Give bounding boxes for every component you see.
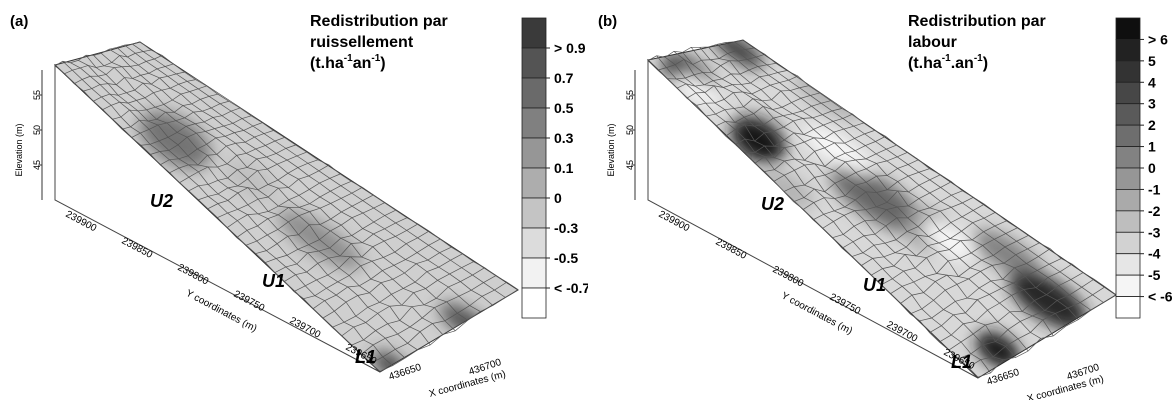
legend-label: -2 <box>1148 203 1161 219</box>
z-axis-label: Elevation (m) <box>606 123 616 176</box>
legend-label: -5 <box>1148 267 1161 283</box>
legend-swatch <box>521 287 547 319</box>
legend-label: 5 <box>1148 53 1156 69</box>
legend-label: 0.1 <box>554 160 574 176</box>
legend-label: 2 <box>1148 117 1156 133</box>
panel-label: (b) <box>598 13 617 30</box>
legend-swatch <box>1115 296 1141 319</box>
legend-label: < -6 <box>1148 289 1173 305</box>
legend-swatch <box>1115 17 1141 40</box>
legend-label: 4 <box>1148 74 1156 90</box>
legend-label: -0.5 <box>554 250 578 266</box>
z-tick-label: 55 <box>32 90 42 100</box>
zone-label-l1: L1 <box>951 352 972 372</box>
legend-swatch <box>1115 167 1141 190</box>
z-tick-label: 50 <box>625 125 635 135</box>
legend-swatch <box>1115 60 1141 83</box>
panel-title-line: Redistribution par <box>908 13 1046 30</box>
legend-label: 0.5 <box>554 100 574 116</box>
legend-label: -0.3 <box>554 220 578 236</box>
zone-label-l1: L1 <box>355 347 376 367</box>
legend-swatch <box>1115 81 1141 105</box>
legend-label: 1 <box>1148 139 1156 155</box>
z-tick-label: 55 <box>625 90 635 100</box>
legend-swatch <box>1115 253 1141 276</box>
color-legend: > 0.9 0.7 0.5 0.3 0.1 0 -0.3 -0.5 < -0.7 <box>521 17 588 319</box>
panel-b: 55 50 45 Elevation (m) 239900 239850 239800 239… <box>588 0 1176 400</box>
z-axis-label: Elevation (m) <box>14 123 24 176</box>
legend-swatch <box>521 17 547 49</box>
panel-unit: (t.ha-1an-1) <box>310 53 386 72</box>
x-axis-label: X coordinates (m) <box>1026 374 1105 400</box>
legend-swatch <box>521 47 547 79</box>
legend-swatch <box>521 167 547 199</box>
panel-a: 55 50 45 Elevation (m) 239900 239850 239800 239… <box>10 13 588 400</box>
legend-swatch <box>1115 146 1141 169</box>
legend-label: 0.3 <box>554 130 574 146</box>
x-axis-label: X coordinates (m) <box>428 369 507 400</box>
legend-label: < -0.7 <box>554 280 588 296</box>
panel-title-line: labour <box>908 34 957 51</box>
legend-swatch <box>521 107 547 139</box>
legend-swatch <box>1115 124 1141 147</box>
panel-title-line: ruissellement <box>310 34 414 51</box>
legend-swatch <box>521 197 547 229</box>
surface-wireframe <box>54 41 519 372</box>
legend-label: > 6 <box>1148 31 1168 47</box>
panel-title-line: Redistribution par <box>310 13 448 30</box>
z-tick-label: 50 <box>32 125 42 135</box>
legend-swatch <box>1115 189 1141 212</box>
legend-label: -3 <box>1148 224 1161 240</box>
zone-label-u1: U1 <box>863 275 886 295</box>
legend-swatch <box>1115 210 1141 233</box>
legend-swatch <box>1115 274 1141 297</box>
z-tick-label: 45 <box>625 160 635 170</box>
legend-label: 0 <box>1148 160 1156 176</box>
legend-swatch <box>521 77 547 109</box>
zone-label-u2: U2 <box>150 191 173 211</box>
legend-label: 3 <box>1148 96 1156 112</box>
legend-swatch <box>521 137 547 169</box>
panel-unit: (t.ha-1.an-1) <box>908 53 988 72</box>
panel-label: (a) <box>10 13 28 30</box>
color-legend: > 6 5 4 3 2 1 0 -1 -2 -3 -4 -5 < -6 <box>1115 17 1173 319</box>
legend-label: -4 <box>1148 246 1161 262</box>
legend-label: -1 <box>1148 181 1161 197</box>
zone-label-u1: U1 <box>262 271 285 291</box>
legend-label: 0.7 <box>554 70 574 86</box>
legend-swatch <box>521 227 547 259</box>
legend-swatch <box>1115 39 1141 62</box>
legend-label: > 0.9 <box>554 40 586 56</box>
legend-swatch <box>521 257 547 289</box>
surface-wireframe <box>647 39 1117 378</box>
legend-label: 0 <box>554 190 562 206</box>
zone-label-u2: U2 <box>761 194 784 214</box>
legend-swatch <box>1115 231 1141 255</box>
legend-swatch <box>1115 103 1141 126</box>
z-tick-label: 45 <box>32 160 42 170</box>
